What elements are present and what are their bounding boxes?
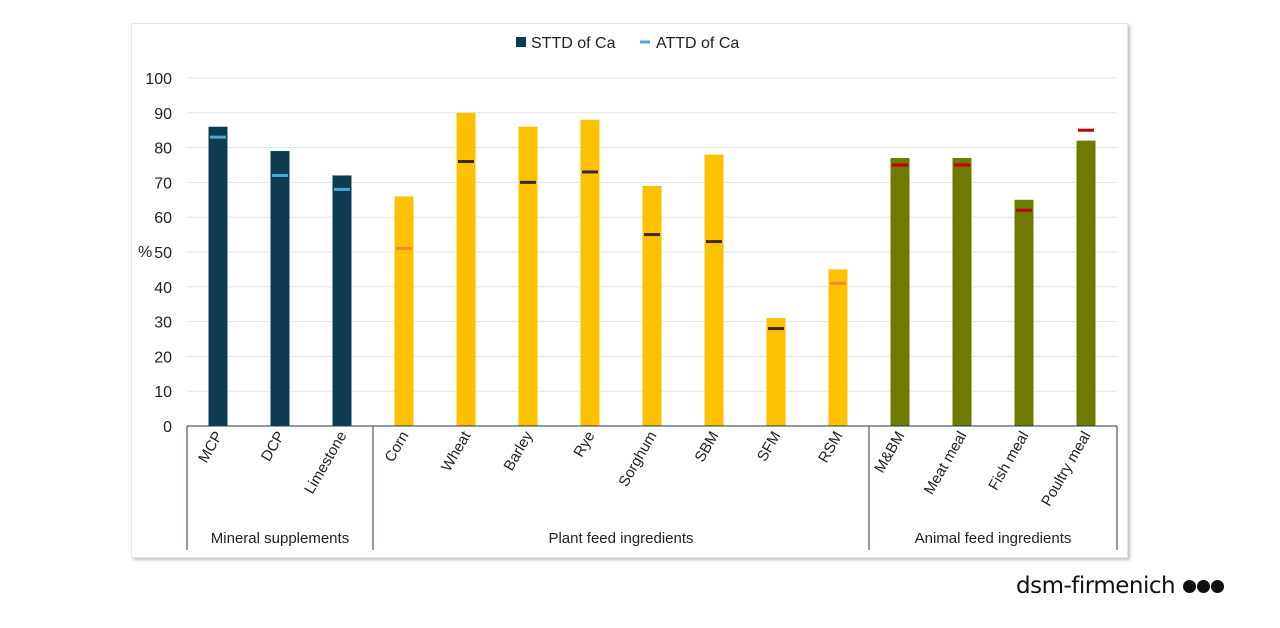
chart-panel: 0 10 20 30 40 50 60 70 80 90 100% STTD of Ca ATTD of… (131, 23, 1128, 558)
bar-sttd (642, 185, 662, 426)
x-tick-label: MCP (195, 429, 226, 466)
group-label: Plant feed ingredients (548, 530, 693, 547)
legend-marker-sttd (516, 37, 526, 47)
group-label: Animal feed ingredients (915, 530, 1072, 547)
y-tick-label: 0 (163, 419, 172, 436)
bar-sttd (394, 196, 414, 426)
bar-sttd (208, 126, 228, 426)
x-tick-label: Poultry meal (1038, 429, 1094, 510)
x-tick-label: DCP (258, 429, 289, 465)
bar-sttd (332, 175, 352, 426)
logo-text: dsm-firmenich (1016, 573, 1176, 599)
bar-sttd (766, 318, 786, 426)
x-tick-label: Wheat (438, 428, 475, 475)
x-tick-label: Sorghum (615, 429, 660, 490)
bar-sttd (270, 151, 290, 426)
x-tick-label: SBM (691, 429, 722, 466)
bar-sttd (704, 154, 724, 426)
y-tick-label: 50 (154, 245, 172, 262)
legend-label-sttd: STTD of Ca (531, 35, 616, 52)
y-tick-label: 100 (145, 71, 172, 88)
bar-sttd (580, 119, 600, 426)
company-logo: dsm-firmenich (1016, 571, 1225, 601)
x-tick-label: Rye (570, 429, 598, 461)
y-tick-label: 80 (154, 141, 172, 158)
x-tick-label: Fish meal (985, 429, 1032, 494)
bar-sttd (518, 126, 538, 426)
y-tick-label: 70 (154, 175, 172, 192)
bar-sttd (952, 158, 972, 427)
x-tick-label: Meat meal (921, 429, 971, 498)
x-tick-label: Corn (381, 429, 412, 466)
bar-sttd (456, 112, 476, 427)
x-tick-label: SFM (754, 429, 785, 465)
bar-sttd (1076, 140, 1096, 426)
y-tick-label: 10 (154, 384, 172, 401)
x-tick-label: RSM (815, 429, 846, 466)
y-tick-label: 60 (154, 210, 172, 227)
x-tick-label: Barley (500, 428, 536, 474)
y-tick-label: 20 (154, 349, 172, 366)
legend-label-attd: ATTD of Ca (656, 35, 739, 52)
y-tick-label: 90 (154, 106, 172, 123)
group-label: Mineral supplements (211, 530, 349, 547)
y-tick-label: 40 (154, 280, 172, 297)
bar-sttd (828, 269, 848, 426)
x-tick-label: M&BM (871, 429, 908, 476)
y-axis-label: % (138, 244, 152, 261)
x-tick-label: Limestone (301, 429, 350, 497)
logo-dots-icon (1183, 579, 1225, 593)
bar-sttd (890, 158, 910, 427)
bar-chart: 0 10 20 30 40 50 60 70 80 90 100% STTD of Ca ATTD of… (138, 35, 1118, 550)
y-tick-label: 30 (154, 315, 172, 332)
bar-sttd (1014, 199, 1034, 426)
